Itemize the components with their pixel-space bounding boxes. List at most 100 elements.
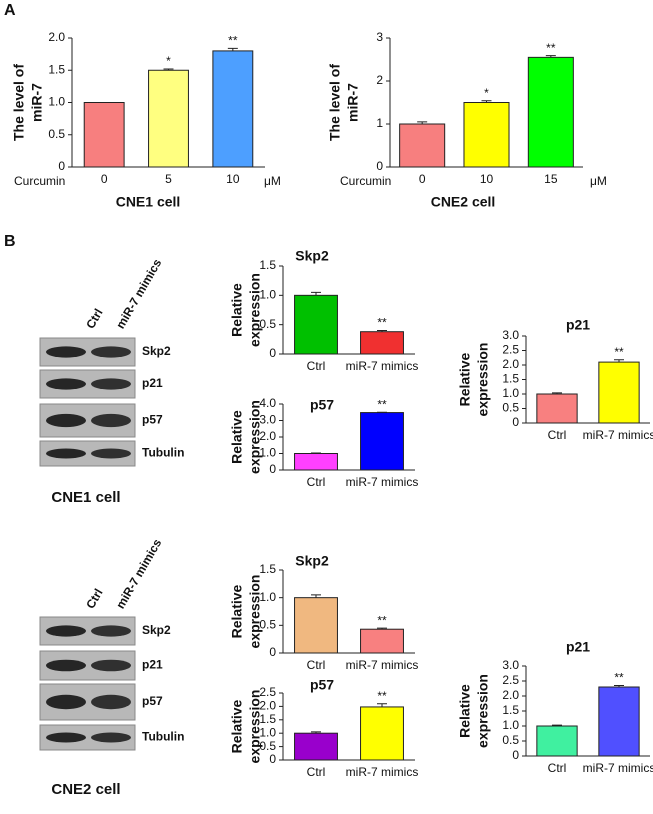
blot-band bbox=[46, 694, 86, 710]
significance: ** bbox=[377, 316, 387, 330]
y-tick-label: 0 bbox=[269, 346, 276, 360]
y-tick-label: 1.5 bbox=[259, 562, 276, 576]
blot-band bbox=[46, 625, 86, 637]
y-tick-label: 3.0 bbox=[259, 413, 276, 427]
y-tick-label: 3 bbox=[376, 30, 383, 44]
x-tick-label: miR-7 mimics bbox=[346, 765, 419, 779]
y-tick-label: 2.5 bbox=[502, 343, 519, 357]
error-bar bbox=[552, 724, 562, 726]
band-label: Tubulin bbox=[142, 730, 184, 744]
y-axis-label: expression bbox=[247, 400, 263, 474]
y-axis-label: The level of bbox=[327, 64, 343, 141]
blot-band bbox=[46, 448, 86, 459]
bar bbox=[212, 50, 254, 168]
y-tick-label: 0 bbox=[269, 645, 276, 659]
y-tick-label: 0 bbox=[512, 748, 519, 762]
bar bbox=[360, 628, 404, 654]
x-tick-label: 15 bbox=[544, 172, 558, 186]
y-tick-label: 0 bbox=[269, 462, 276, 476]
error-bar bbox=[417, 121, 428, 124]
blot-caption: CNE2 cell bbox=[51, 781, 120, 798]
chart-title: CNE2 cell bbox=[431, 194, 496, 210]
y-axis-label: miR-7 bbox=[345, 83, 361, 122]
significance: ** bbox=[614, 671, 624, 685]
y-tick-label: 2.0 bbox=[259, 429, 276, 443]
y-tick-label: 1.5 bbox=[259, 258, 276, 272]
blot-band bbox=[46, 413, 86, 428]
panel-label: A bbox=[4, 2, 16, 19]
bar bbox=[527, 56, 574, 168]
lane-label: Ctrl bbox=[83, 586, 105, 611]
y-axis-label: miR-7 bbox=[29, 83, 45, 122]
y-axis-label: Relative bbox=[229, 410, 245, 464]
y-tick-label: 2.0 bbox=[502, 688, 519, 702]
band-label: Skp2 bbox=[142, 623, 171, 637]
y-tick-label: 1.0 bbox=[48, 95, 65, 109]
band-label: p57 bbox=[142, 694, 163, 708]
x-tick-label: miR-7 mimics bbox=[346, 658, 419, 672]
bar bbox=[598, 361, 640, 424]
significance: ** bbox=[377, 689, 387, 703]
y-axis-label: Relative bbox=[229, 699, 245, 753]
y-tick-label: 2.0 bbox=[502, 357, 519, 371]
x-tick-label: miR-7 mimics bbox=[583, 428, 653, 442]
y-axis-label: expression bbox=[475, 343, 491, 417]
y-tick-label: 1.0 bbox=[502, 386, 519, 400]
band-label: p57 bbox=[142, 413, 163, 427]
x-tick-label: Ctrl bbox=[307, 765, 326, 779]
y-axis-label: Relative bbox=[229, 283, 245, 337]
y-tick-label: 0.5 bbox=[502, 733, 519, 747]
y-axis-label: The level of bbox=[11, 64, 27, 141]
x-tick-label: miR-7 mimics bbox=[346, 359, 419, 373]
error-bar bbox=[545, 55, 556, 58]
blot-band bbox=[91, 378, 131, 390]
y-axis-label: expression bbox=[247, 273, 263, 347]
y-tick-label: 1.0 bbox=[259, 590, 276, 604]
x-tick-label: Ctrl bbox=[307, 658, 326, 672]
y-tick-label: 2.5 bbox=[259, 685, 276, 699]
bar bbox=[83, 102, 125, 168]
y-axis-label: expression bbox=[475, 674, 491, 748]
y-tick-label: 0 bbox=[269, 752, 276, 766]
bar bbox=[360, 412, 404, 471]
chart-title: Skp2 bbox=[295, 553, 329, 569]
significance: ** bbox=[614, 345, 624, 359]
y-tick-label: 1.5 bbox=[259, 712, 276, 726]
error-bar bbox=[311, 594, 321, 598]
bar bbox=[294, 732, 338, 761]
blot-band bbox=[91, 413, 131, 428]
y-tick-label: 0.5 bbox=[48, 127, 65, 141]
x-tick-label: 10 bbox=[226, 172, 240, 186]
y-tick-label: 2.0 bbox=[48, 30, 65, 44]
blot-caption: CNE1 cell bbox=[51, 489, 120, 506]
y-tick-label: 2.5 bbox=[502, 673, 519, 687]
blot-band bbox=[46, 378, 86, 390]
y-tick-label: 3.0 bbox=[502, 328, 519, 342]
lane-label: miR-7 mimics bbox=[113, 256, 164, 331]
y-tick-label: 1.5 bbox=[502, 372, 519, 386]
error-bar bbox=[163, 68, 174, 71]
y-tick-label: 3.0 bbox=[502, 658, 519, 672]
bar bbox=[294, 597, 338, 654]
lane-label: Ctrl bbox=[83, 306, 105, 331]
y-tick-label: 0 bbox=[58, 159, 65, 173]
y-tick-label: 1.5 bbox=[48, 62, 65, 76]
bar bbox=[294, 453, 338, 471]
x-unit: μM bbox=[590, 174, 607, 188]
error-bar bbox=[311, 731, 321, 734]
bar bbox=[598, 686, 640, 757]
x-prefix: Curcumin bbox=[340, 174, 391, 188]
y-tick-label: 4.0 bbox=[259, 396, 276, 410]
lane-label: miR-7 mimics bbox=[113, 536, 164, 611]
blot-band bbox=[46, 659, 86, 672]
y-tick-label: 0.5 bbox=[259, 618, 276, 632]
blot-band bbox=[91, 694, 131, 710]
y-tick-label: 1.5 bbox=[502, 703, 519, 717]
bar bbox=[536, 725, 578, 757]
bar bbox=[294, 294, 338, 355]
bar bbox=[360, 706, 404, 761]
blot-band bbox=[46, 346, 86, 358]
x-tick-label: 5 bbox=[165, 172, 172, 186]
x-tick-label: 0 bbox=[419, 172, 426, 186]
